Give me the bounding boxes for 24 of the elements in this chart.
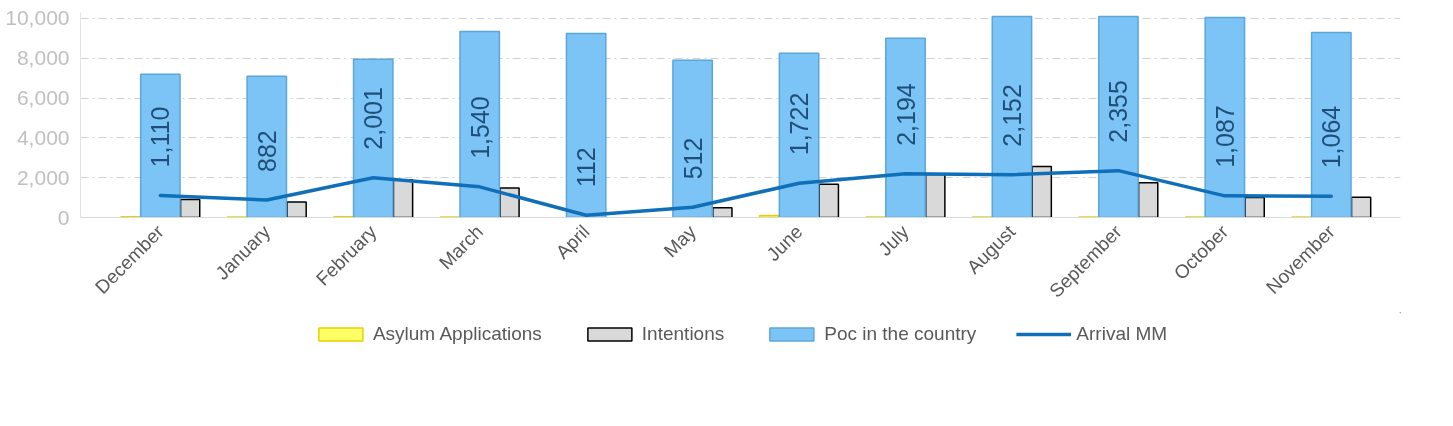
data-label: 882 [252, 130, 281, 172]
legend-label: Intentions [641, 323, 725, 345]
data-label: 2,001 [359, 87, 388, 150]
legend-label: Poc in the country [824, 323, 977, 345]
x-tick-label: July [874, 220, 914, 260]
y-tick-label: 0 [57, 205, 70, 229]
data-label: 1,540 [465, 96, 494, 159]
data-label: 1,087 [1210, 105, 1239, 168]
data-label: 1,110 [146, 106, 175, 168]
legend-label: Asylum Applications [372, 323, 542, 345]
y-tick-label: 6,000 [16, 86, 70, 110]
y-tick-label: 2,000 [16, 165, 70, 189]
data-label: 512 [678, 137, 707, 180]
data-label: 112 [572, 147, 601, 188]
y-tick-label: 8,000 [16, 46, 70, 70]
data-label: 2,152 [997, 84, 1026, 147]
x-tick-label: May [659, 220, 701, 262]
data-label: 1,064 [1317, 105, 1346, 169]
y-tick-label: 10,000 [5, 6, 70, 30]
data-label: 2,355 [1104, 80, 1133, 143]
y-tick-label: 4,000 [16, 125, 70, 149]
data-label: 1,722 [785, 92, 814, 156]
legend-label: Arrival MM [1076, 323, 1168, 345]
data-label: 2,194 [891, 83, 920, 146]
